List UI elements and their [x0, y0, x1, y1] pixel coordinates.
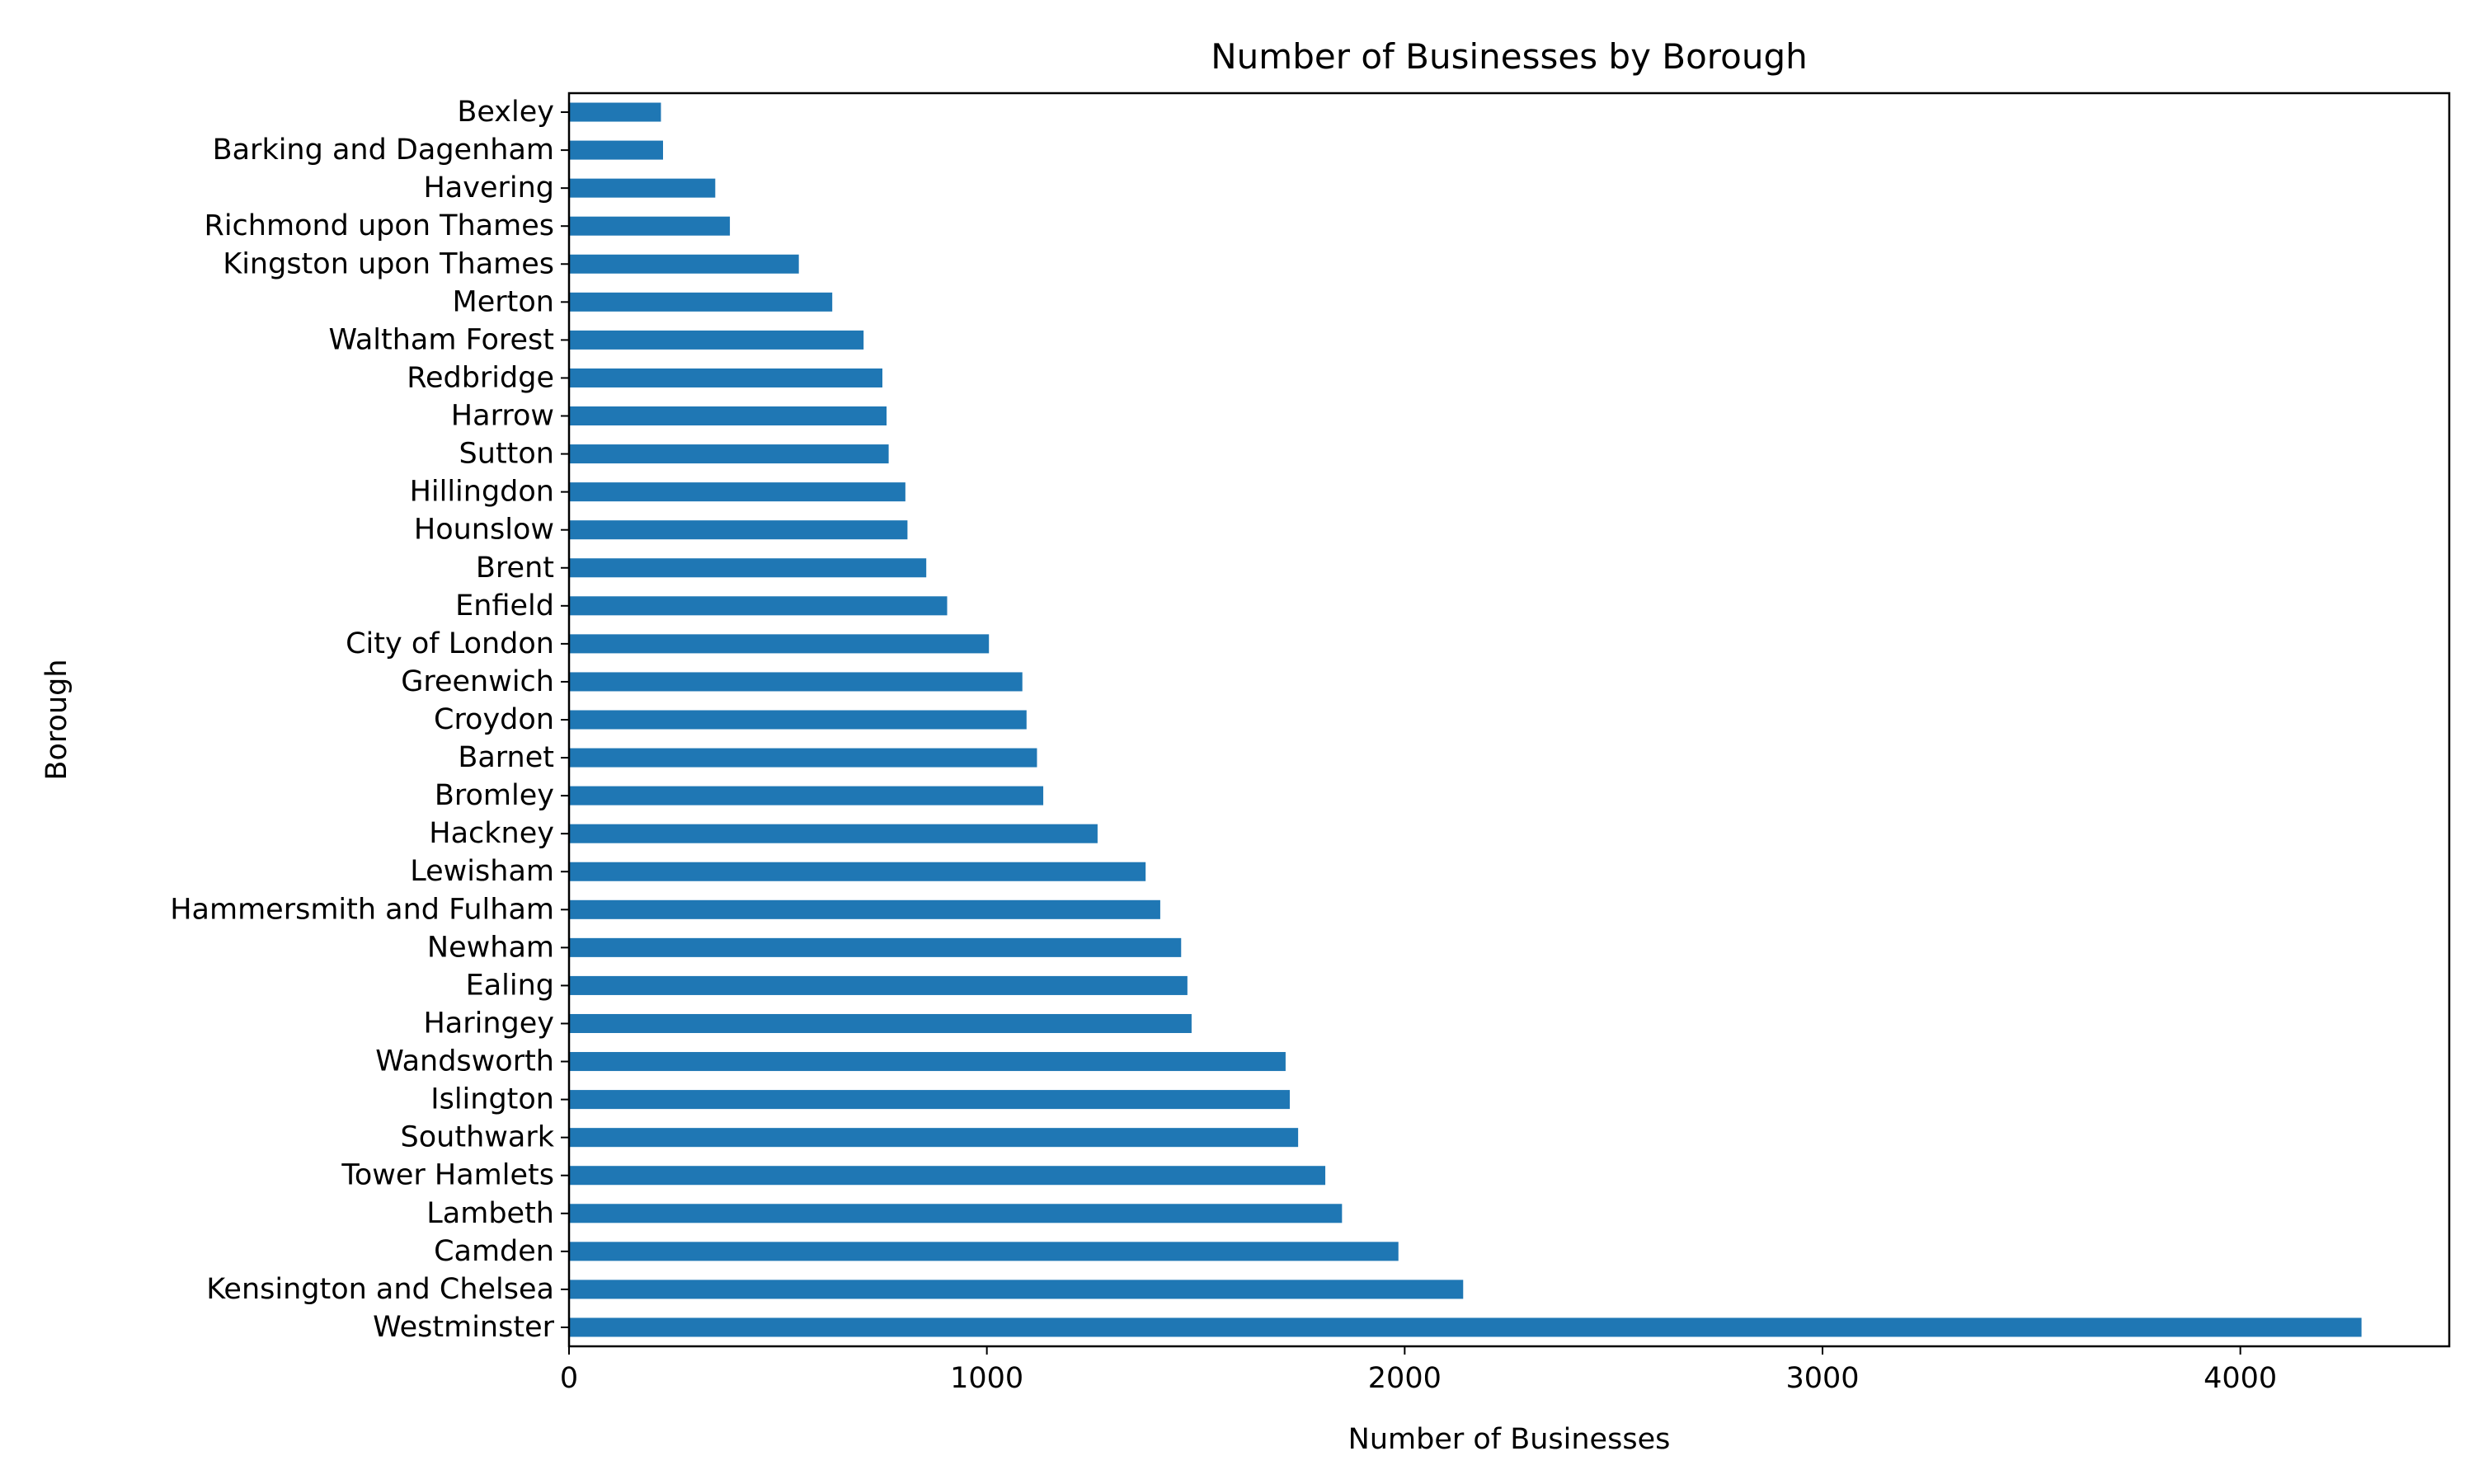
y-tick-label: Lewisham [410, 855, 554, 888]
y-tick-label: Redbridge [407, 361, 554, 394]
bar-ealing [569, 975, 1188, 995]
y-tick-label: Islington [430, 1083, 554, 1116]
y-tick-label: Kingston upon Thames [223, 247, 554, 280]
bar-greenwich [569, 672, 1023, 692]
bar-enfield [569, 596, 948, 616]
bar-haringey [569, 1013, 1192, 1033]
bar-richmond-upon-thames [569, 216, 731, 236]
bar-harrow [569, 406, 887, 426]
plot-frame [567, 92, 2451, 1348]
y-tick-label: Bexley [457, 96, 554, 129]
y-tick-label: Kensington and Chelsea [206, 1273, 554, 1306]
chart-title: Number of Businesses by Borough [1211, 36, 1808, 77]
bar-kingston-upon-thames [569, 254, 799, 274]
bar-camden [569, 1242, 1399, 1261]
x-tick-label: 3000 [1785, 1362, 1859, 1395]
y-tick-label: Bromley [435, 779, 554, 812]
y-tick-label: Haringey [423, 1007, 554, 1040]
y-tick-label: Croydon [434, 703, 554, 736]
bar-bexley [569, 102, 661, 122]
x-tick-label: 1000 [950, 1362, 1023, 1395]
bar-hackney [569, 824, 1098, 843]
bar-city-of-london [569, 634, 990, 654]
y-tick-label: Wandsworth [375, 1045, 554, 1078]
y-tick-label: Lambeth [426, 1197, 554, 1230]
bar-islington [569, 1090, 1290, 1110]
y-tick-label: Hounslow [414, 514, 554, 547]
bar-merton [569, 292, 833, 312]
y-tick-label: Richmond upon Thames [205, 209, 555, 242]
bar-barnet [569, 748, 1037, 768]
bar-wandsworth [569, 1052, 1286, 1072]
bar-lewisham [569, 862, 1146, 881]
y-tick-label: City of London [346, 627, 554, 660]
bar-bromley [569, 786, 1044, 805]
bar-hounslow [569, 520, 908, 540]
y-tick-label: Brent [476, 552, 554, 585]
bar-series [569, 102, 2362, 1337]
bar-redbridge [569, 368, 882, 387]
y-axis-ticks: Bexley Barking and Dagenham Havering Richmo… [170, 96, 569, 1344]
x-axis-ticks: 0 1000 2000 3000 4000 [560, 1346, 2277, 1395]
bar-barking-and-dagenham [569, 140, 663, 160]
x-tick-label: 0 [560, 1362, 578, 1395]
y-tick-label: Newham [427, 931, 554, 964]
y-tick-label: Havering [423, 171, 554, 204]
bar-newham [569, 937, 1182, 957]
y-tick-label: Hillingdon [410, 476, 554, 509]
y-tick-label: Waltham Forest [328, 323, 554, 356]
bar-lambeth [569, 1204, 1343, 1223]
bar-brent [569, 558, 927, 578]
x-axis-label: Number of Businesses [1348, 1423, 1671, 1456]
bar-westminster [569, 1317, 2362, 1337]
y-tick-label: Tower Hamlets [341, 1159, 554, 1192]
bar-southwark [569, 1128, 1299, 1148]
y-tick-label: Hammersmith and Fulham [170, 893, 554, 926]
bar-hillingdon [569, 482, 905, 502]
y-tick-label: Enfield [455, 589, 554, 622]
bar-croydon [569, 710, 1027, 730]
y-tick-label: Sutton [459, 438, 554, 471]
bar-sutton [569, 444, 889, 464]
y-tick-label: Merton [453, 285, 554, 318]
bar-havering [569, 178, 716, 198]
x-tick-label: 4000 [2204, 1362, 2277, 1395]
y-tick-label: Camden [434, 1235, 554, 1268]
bar-kensington-and-chelsea [569, 1280, 1464, 1299]
y-tick-label: Harrow [451, 400, 554, 433]
y-tick-label: Barnet [458, 741, 554, 774]
y-tick-label: Hackney [429, 817, 554, 850]
bar-tower-hamlets [569, 1166, 1326, 1186]
y-tick-label: Southwark [401, 1121, 555, 1154]
y-axis-label: Borough [40, 659, 73, 780]
y-tick-label: Greenwich [401, 665, 554, 698]
y-tick-label: Westminster [373, 1311, 555, 1344]
y-tick-label: Ealing [466, 969, 554, 1002]
bar-waltham-forest [569, 330, 864, 350]
x-tick-label: 2000 [1368, 1362, 1442, 1395]
y-tick-label: Barking and Dagenham [213, 134, 554, 167]
bar-hammersmith-and-fulham [569, 899, 1160, 919]
